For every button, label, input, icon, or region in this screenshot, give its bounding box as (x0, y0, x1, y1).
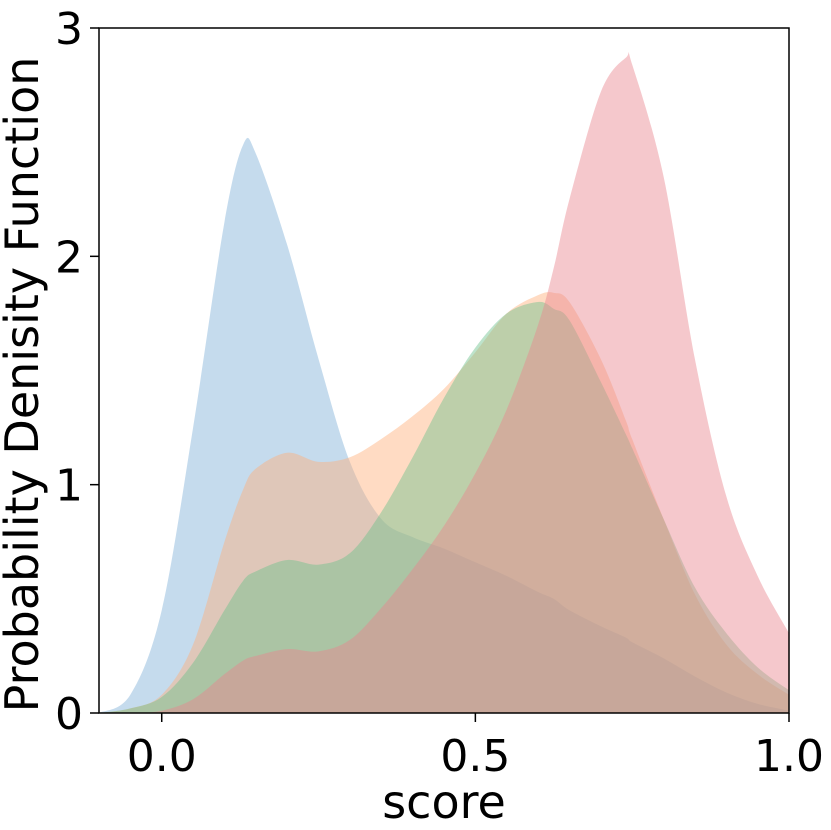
ticks-layer: 0.0 0.5 1.0 0 1 2 3 (55, 4, 824, 782)
y-tick-label: 3 (55, 4, 83, 55)
y-tick-label: 2 (55, 232, 83, 283)
density-area-series-1 (99, 137, 789, 713)
plot-frame (98, 27, 790, 714)
x-tick-label: 0.5 (440, 731, 510, 782)
y-axis-label: Probability Denisity Function (0, 57, 49, 713)
series-layer (99, 51, 789, 714)
x-tick-label: 0.0 (127, 731, 197, 782)
y-tick-label: 0 (55, 689, 83, 740)
y-tick-label: 1 (55, 461, 83, 512)
density-area-series-4 (99, 51, 789, 714)
density-area-series-2 (99, 292, 789, 713)
x-tick-label: 1.0 (754, 731, 824, 782)
density-area-series-3 (99, 301, 789, 713)
x-axis-label: score (382, 775, 506, 829)
